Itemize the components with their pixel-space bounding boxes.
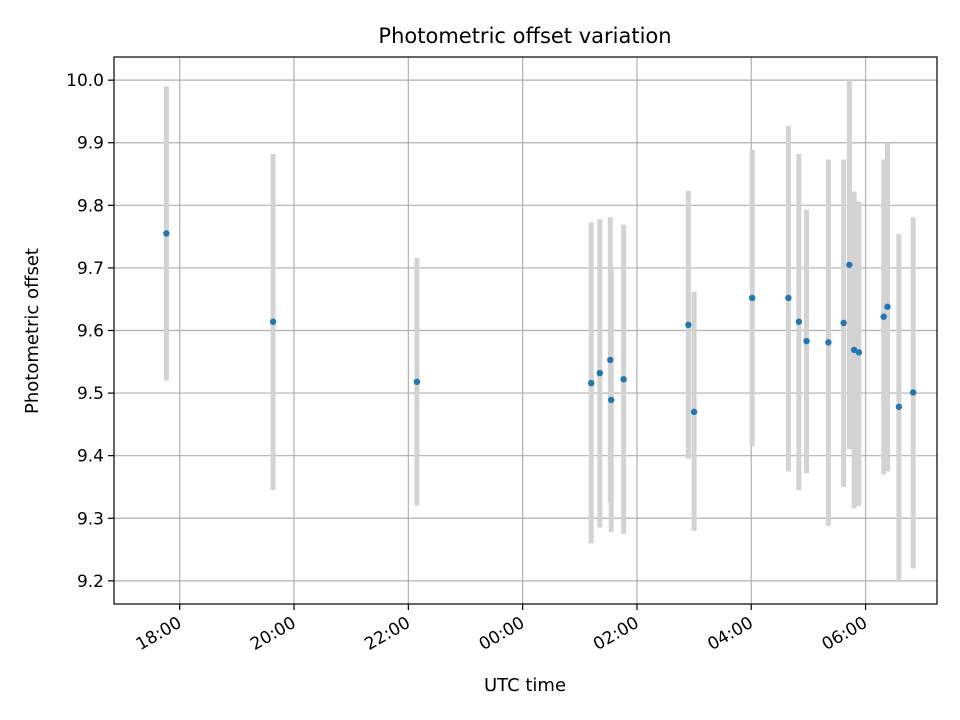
y-tick-label: 9.4 (77, 447, 104, 467)
chart-title: Photometric offset variation (378, 24, 671, 48)
data-point (909, 389, 917, 396)
data-point (795, 318, 803, 325)
data-point (855, 349, 863, 356)
y-tick-label: 9.2 (77, 572, 104, 592)
y-tick-label: 9.6 (77, 322, 104, 342)
data-point (163, 230, 170, 237)
y-tick-label: 10.0 (66, 71, 104, 91)
y-tick-label: 9.8 (77, 196, 104, 216)
data-point (884, 303, 891, 310)
x-axis-title: UTC time (484, 675, 566, 696)
data-point (785, 294, 792, 302)
data-point (413, 378, 421, 386)
data-point (803, 337, 810, 345)
data-point (607, 356, 614, 364)
y-tick-label: 9.3 (77, 509, 104, 529)
data-point (269, 318, 277, 325)
data-point (825, 339, 832, 346)
data-point (690, 408, 698, 416)
y-tick-label: 9.7 (77, 259, 104, 279)
data-point (749, 294, 756, 302)
data-point (850, 346, 858, 354)
data-point (895, 403, 903, 411)
data-point (846, 261, 853, 268)
data-point (608, 396, 615, 404)
data-points (163, 230, 917, 416)
y-axis: 9.2 9.3 9.4 9.5 9.6 9.7 9.8 9.9 10.0 (66, 71, 114, 592)
y-axis-title: Photometric offset (22, 248, 43, 414)
data-point (596, 369, 603, 377)
data-point (685, 321, 692, 329)
data-point (840, 319, 847, 327)
data-point (620, 376, 627, 383)
y-tick-label: 9.9 (77, 134, 104, 154)
data-point (588, 379, 595, 387)
y-tick-label: 9.5 (77, 384, 104, 404)
data-point (880, 313, 887, 320)
